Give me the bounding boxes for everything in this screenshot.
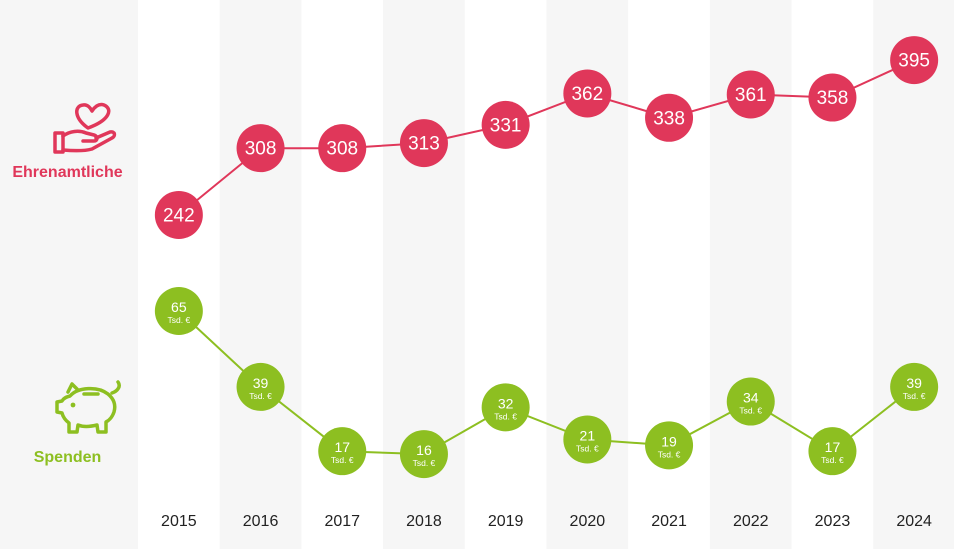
- donations-unit-label: Tsd. €: [168, 315, 191, 325]
- donations-value-label: 39: [906, 375, 922, 391]
- year-label: 2015: [161, 513, 197, 530]
- donations-value-label: 65: [171, 299, 187, 315]
- year-label: 2023: [815, 513, 851, 530]
- volunteers-point: 308: [318, 124, 367, 173]
- volunteers-point-marker: [808, 73, 857, 122]
- donations-unit-label: Tsd. €: [903, 391, 926, 401]
- donations-point-marker: [645, 421, 694, 470]
- volunteers-point: 242: [154, 190, 203, 239]
- donations-line: [178, 310, 915, 456]
- donations-unit-label: Tsd. €: [413, 458, 436, 468]
- donations-point-marker: [399, 430, 448, 479]
- year-column-bands: [138, 0, 954, 549]
- volunteers-value-label: 331: [490, 115, 522, 136]
- donations-unit-label: Tsd. €: [494, 411, 517, 421]
- x-axis-tick-labels: 2015 2016 2017 2018 2019 2020 2021 2022 2023 2024: [161, 513, 932, 530]
- volunteers-value-label: 308: [245, 139, 277, 160]
- volunteers-point: 361: [726, 70, 775, 119]
- volunteers-value-label: 242: [163, 205, 195, 226]
- volunteers-point-marker: [318, 124, 367, 173]
- volunteers-point: 362: [563, 69, 612, 118]
- donations-value-label: 34: [743, 390, 759, 406]
- year-label: 2016: [243, 513, 279, 530]
- volunteers-point: 338: [645, 93, 694, 142]
- volunteers-value-label: 361: [735, 85, 767, 106]
- volunteers-point-marker: [399, 119, 448, 168]
- volunteers-point: 395: [890, 36, 939, 85]
- volunteers-point-marker: [481, 100, 530, 149]
- volunteers-point-marker: [563, 69, 612, 118]
- volunteers-point-marker: [890, 36, 939, 85]
- year-label: 2024: [896, 513, 932, 530]
- donations-unit-label: Tsd. €: [331, 455, 354, 465]
- donations-unit-label: Tsd. €: [739, 406, 762, 416]
- year-column-2016: [219, 0, 302, 549]
- donations-unit-label: Tsd. €: [249, 391, 272, 401]
- volunteers-value-label: 338: [653, 108, 685, 129]
- volunteers-value-label: 308: [326, 139, 358, 160]
- volunteers-value-label: 358: [817, 88, 849, 109]
- volunteers-value-label: 313: [408, 134, 440, 155]
- volunteers-point-marker: [236, 124, 285, 173]
- year-column-2024: [873, 0, 954, 549]
- volunteers-point-marker: [726, 70, 775, 119]
- donations-value-label: 17: [334, 439, 350, 455]
- heart-in-hand-icon: [53, 102, 117, 154]
- donations-value-label: 16: [416, 442, 432, 458]
- donations-point-marker: [481, 383, 530, 432]
- donations-point-marker: [890, 362, 939, 411]
- volunteers-point: 358: [808, 73, 857, 122]
- volunteers-label: Ehrenamtliche: [12, 164, 123, 181]
- volunteers-point: 308: [236, 124, 285, 173]
- donations-value-label: 19: [661, 433, 677, 449]
- volunteers-line: [178, 59, 915, 216]
- donations-point-marker: [726, 377, 775, 426]
- donations-value-label: 39: [253, 375, 269, 391]
- donations-point-marker: [236, 362, 285, 411]
- year-column-2015: [138, 0, 221, 549]
- piggy-bank-icon: [55, 380, 121, 434]
- year-label: 2020: [570, 513, 606, 530]
- year-label: 2018: [406, 513, 442, 530]
- volunteers-point-marker: [154, 190, 203, 239]
- volunteers-value-label: 395: [898, 51, 930, 72]
- donations-unit-label: Tsd. €: [821, 455, 844, 465]
- year-label: 2022: [733, 513, 769, 530]
- donations-point-marker: [318, 427, 367, 476]
- donations-point-marker: [154, 287, 203, 335]
- year-label: 2019: [488, 513, 524, 530]
- volunteers-point-marker: [645, 93, 694, 142]
- donations-value-label: 17: [825, 439, 841, 455]
- donations-point-marker: [808, 427, 857, 476]
- volunteers-point: 313: [399, 119, 448, 168]
- donations-point-marker: [563, 415, 612, 464]
- volunteers-point: 331: [481, 100, 530, 149]
- donations-value-label: 21: [580, 427, 596, 443]
- donations-label: Spenden: [33, 449, 102, 466]
- donations-unit-label: Tsd. €: [658, 449, 681, 459]
- year-label: 2021: [651, 513, 687, 530]
- donations-unit-label: Tsd. €: [576, 443, 599, 453]
- year-label: 2017: [324, 513, 360, 530]
- year-column-2019: [464, 0, 547, 549]
- series-lines: [178, 59, 915, 456]
- donations-value-label: 32: [498, 395, 514, 411]
- volunteers-value-label: 362: [571, 84, 603, 105]
